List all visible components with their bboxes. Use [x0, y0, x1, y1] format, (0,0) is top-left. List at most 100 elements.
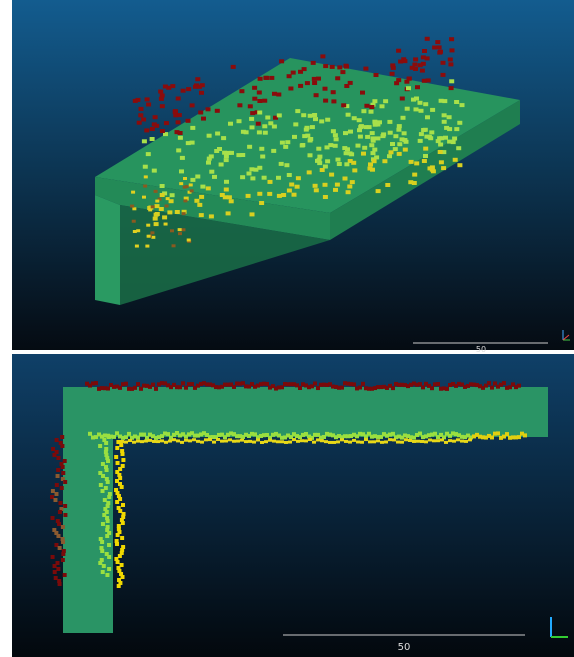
- point: [249, 117, 254, 121]
- point: [369, 105, 374, 109]
- point: [107, 555, 111, 559]
- point: [145, 245, 149, 248]
- point: [63, 480, 67, 484]
- point: [423, 154, 428, 158]
- point: [56, 456, 60, 460]
- point: [388, 131, 393, 135]
- point: [424, 440, 428, 443]
- point: [178, 232, 182, 235]
- point: [284, 163, 289, 167]
- point: [155, 212, 160, 216]
- point: [438, 50, 443, 54]
- point: [51, 447, 55, 451]
- point: [197, 203, 202, 207]
- point: [412, 173, 417, 177]
- point: [60, 486, 64, 490]
- point: [128, 439, 132, 442]
- point: [236, 153, 241, 157]
- point: [424, 135, 429, 139]
- point: [252, 441, 256, 444]
- point: [178, 136, 183, 140]
- point: [152, 122, 157, 126]
- point: [231, 65, 236, 69]
- point: [371, 139, 376, 143]
- point: [107, 495, 111, 499]
- point: [154, 222, 159, 226]
- point: [164, 121, 169, 125]
- point: [368, 440, 372, 443]
- point: [105, 468, 109, 472]
- point: [340, 386, 344, 390]
- point: [456, 146, 461, 150]
- point: [159, 207, 164, 211]
- point: [175, 130, 180, 134]
- point: [118, 386, 122, 390]
- point: [197, 85, 202, 89]
- point: [444, 441, 448, 444]
- point: [304, 439, 308, 442]
- point: [295, 109, 300, 113]
- point: [393, 147, 398, 151]
- point: [364, 104, 369, 108]
- point: [226, 151, 231, 155]
- point: [147, 235, 151, 238]
- point: [224, 439, 228, 442]
- point: [337, 65, 342, 69]
- point: [357, 128, 362, 132]
- point: [352, 116, 357, 120]
- point: [121, 458, 125, 462]
- point: [280, 440, 284, 443]
- point: [159, 97, 164, 101]
- point: [58, 582, 62, 586]
- point: [430, 108, 435, 112]
- point: [301, 113, 306, 117]
- point: [186, 87, 191, 91]
- point: [61, 471, 65, 475]
- point: [287, 189, 292, 193]
- point: [442, 113, 447, 117]
- point: [390, 63, 395, 67]
- point: [219, 163, 224, 167]
- point: [200, 185, 205, 189]
- point: [185, 185, 189, 188]
- point: [100, 540, 104, 544]
- point: [279, 59, 284, 63]
- point: [316, 147, 321, 151]
- point: [402, 131, 407, 135]
- point: [183, 199, 187, 202]
- point: [58, 510, 62, 514]
- point: [445, 387, 449, 391]
- point: [195, 77, 200, 81]
- point: [276, 176, 281, 180]
- point: [181, 381, 185, 385]
- point: [428, 166, 433, 170]
- point: [152, 440, 156, 443]
- point: [358, 386, 362, 390]
- point: [452, 440, 456, 443]
- point: [420, 440, 424, 443]
- point: [340, 438, 344, 441]
- point: [199, 195, 204, 199]
- point: [323, 87, 328, 91]
- point: [316, 438, 320, 441]
- point: [204, 438, 208, 441]
- point: [418, 63, 423, 67]
- point: [257, 166, 262, 170]
- point: [385, 183, 390, 187]
- point: [284, 441, 288, 444]
- point: [151, 383, 155, 387]
- point: [199, 91, 204, 95]
- point: [441, 61, 446, 65]
- point: [308, 438, 312, 441]
- point: [114, 455, 118, 459]
- point: [373, 123, 378, 127]
- point: [419, 109, 424, 113]
- point: [263, 131, 268, 135]
- point: [502, 381, 506, 385]
- point: [288, 441, 292, 444]
- point: [329, 173, 334, 177]
- point: [277, 113, 282, 117]
- point: [397, 142, 402, 146]
- wall: [95, 195, 120, 305]
- point: [344, 84, 349, 88]
